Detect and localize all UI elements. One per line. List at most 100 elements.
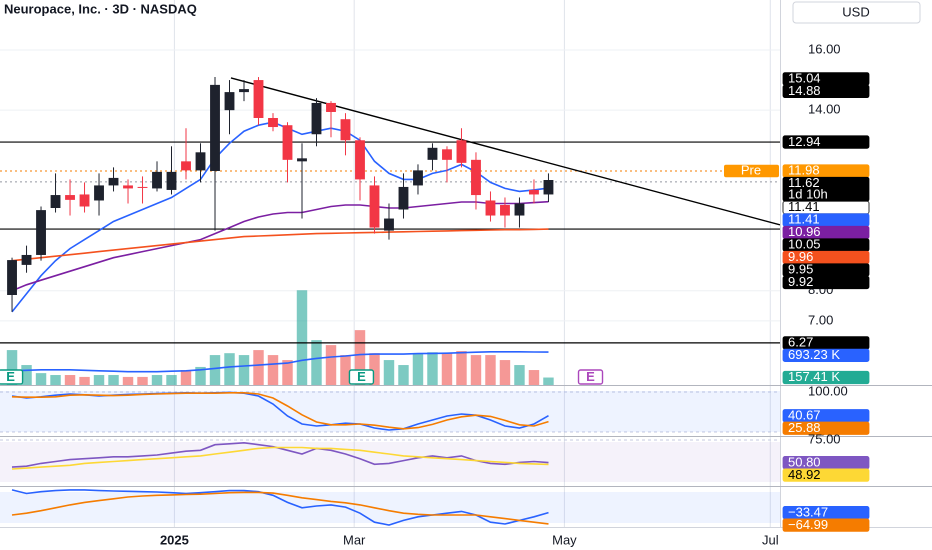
- earnings-marker: [348, 369, 375, 385]
- volume-bar: [267, 355, 279, 385]
- currency-label[interactable]: USD: [842, 4, 869, 19]
- price-tag-label: 25.88: [788, 420, 821, 435]
- candle-body: [7, 260, 17, 295]
- trendline: [230, 77, 780, 226]
- volume-bar: [528, 370, 540, 385]
- volume-bar: [499, 360, 511, 385]
- price-tag-label: 9.95: [788, 262, 813, 277]
- volume-bar: [253, 350, 264, 385]
- x-tick-label: 2025: [160, 532, 189, 547]
- volume-bar: [325, 345, 337, 385]
- earnings-marker: [577, 369, 604, 385]
- volume-bar: [282, 360, 293, 385]
- price-tag: [782, 348, 870, 363]
- volume-bar: [543, 377, 554, 385]
- y-tick-label: 14.00: [808, 102, 841, 117]
- volume-bar: [21, 365, 32, 385]
- candle-body: [340, 119, 351, 141]
- candle-body: [123, 185, 133, 189]
- volume-bar: [122, 376, 134, 385]
- price-tag-label: 15.04: [788, 71, 821, 86]
- volume-bar: [514, 365, 525, 385]
- volume-bar: [166, 375, 177, 385]
- candle-body: [239, 89, 249, 93]
- ma-line: [11, 200, 549, 292]
- candle-body: [79, 194, 90, 207]
- volume-bar: [180, 370, 192, 385]
- volume-bar: [485, 355, 496, 385]
- pane-group: [0, 441, 780, 482]
- pane-band: [0, 442, 780, 482]
- volume-ma-line: [11, 351, 549, 373]
- indicator-line: [11, 441, 549, 468]
- volume-bar: [456, 351, 467, 385]
- candle-body: [500, 204, 510, 216]
- price-tag-label: 14.88: [788, 83, 821, 98]
- price-tag-label: −33.47: [788, 504, 828, 519]
- y-tick-label: 100.00: [808, 383, 848, 398]
- price-tag-label: 50.80: [788, 454, 821, 469]
- price-tag-label: 48.92: [788, 467, 821, 482]
- price-tag-label: −64.99: [788, 517, 828, 532]
- price-tag: [782, 468, 870, 482]
- grid-layer: [0, 0, 780, 527]
- pane-group: [0, 391, 780, 432]
- currency-button[interactable]: [792, 1, 921, 24]
- volume-bar: [224, 353, 235, 385]
- candle-body: [268, 117, 278, 128]
- candle-body: [355, 140, 365, 180]
- candle-body: [36, 210, 46, 255]
- volume-bar: [311, 340, 322, 385]
- candle-body: [210, 84, 220, 171]
- price-tag-label: 10.05: [788, 237, 821, 252]
- candle-body: [21, 254, 32, 265]
- price-tag-label: 10.96: [788, 224, 821, 239]
- axis-layer: 2025 Mar May Jul16.0014.008.007.0015.0414.8…: [160, 41, 870, 547]
- y-tick-label: 7.00: [808, 312, 833, 327]
- indicator-line: [11, 489, 549, 526]
- candle-body: [297, 158, 307, 162]
- price-tag-label: 12.94: [788, 134, 821, 149]
- price-tag-label: 157.41 K: [788, 369, 840, 384]
- candle-body: [282, 125, 293, 160]
- pre-tag-label: Pre: [741, 163, 761, 178]
- volume-bar: [427, 352, 438, 385]
- candle-body: [94, 185, 104, 201]
- y-tick-label: 16.00: [808, 41, 841, 56]
- candle-body: [311, 102, 322, 135]
- candle-body: [514, 203, 525, 216]
- indicator-line: [11, 446, 549, 470]
- candle-body: [456, 140, 467, 163]
- volume-bar: [137, 376, 148, 385]
- candle-body: [427, 147, 438, 160]
- volume-bar: [64, 375, 76, 385]
- volume-bar: [93, 375, 105, 385]
- candle-body: [152, 171, 162, 189]
- ma-line: [11, 121, 549, 313]
- volume-bar: [6, 350, 18, 385]
- volume-bar: [108, 375, 119, 385]
- candle-body: [485, 200, 496, 216]
- volume-bar: [470, 355, 482, 385]
- volume-bar: [369, 353, 380, 385]
- price-tag: [782, 135, 870, 149]
- x-tick-label: Jul: [762, 532, 779, 547]
- volume-bar: [209, 355, 221, 385]
- candle-body: [224, 92, 235, 111]
- price-tag-label: 9.92: [788, 274, 813, 289]
- price-tag: [782, 370, 870, 385]
- pane-band: [0, 391, 780, 432]
- ma-line: [11, 228, 549, 262]
- pre-tag: [724, 164, 779, 178]
- candle-body: [253, 80, 264, 118]
- candle-body: [543, 180, 554, 195]
- candle-body: [137, 186, 148, 188]
- candle-body: [384, 218, 394, 231]
- price-tag-label: 11.62: [788, 175, 820, 190]
- price-tag-label: 11.41: [788, 199, 820, 214]
- indicator-line: [11, 491, 549, 525]
- volume-bar: [441, 353, 453, 385]
- volume-bar: [398, 365, 409, 385]
